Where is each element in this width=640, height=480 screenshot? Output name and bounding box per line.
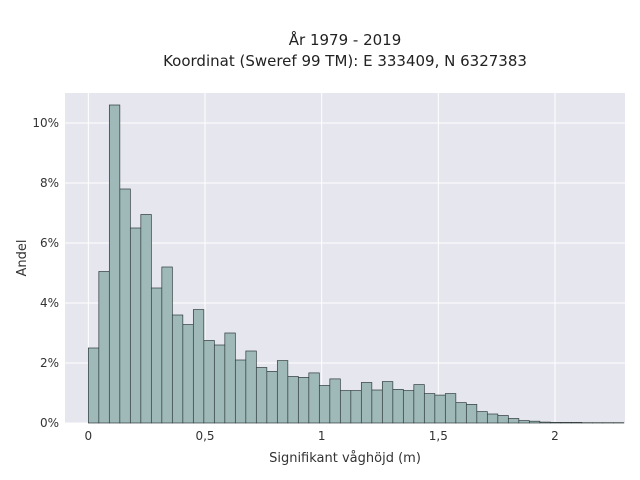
histogram-bar bbox=[507, 418, 520, 424]
histogram-bar bbox=[182, 324, 194, 424]
histogram-bar bbox=[98, 271, 110, 424]
histogram-bar bbox=[476, 411, 488, 424]
histogram-bar bbox=[161, 266, 173, 424]
histogram-bar bbox=[413, 384, 425, 424]
histogram-bar bbox=[140, 214, 152, 424]
histogram-bar bbox=[560, 422, 572, 424]
y-tick-label: 0% bbox=[40, 416, 59, 430]
histogram-bar bbox=[287, 376, 299, 424]
y-tick-label: 4% bbox=[40, 296, 59, 310]
histogram-bar bbox=[497, 415, 509, 424]
histogram-bar bbox=[308, 372, 320, 424]
y-tick-label: 8% bbox=[40, 176, 59, 190]
histogram-bar bbox=[192, 309, 205, 424]
histogram-bar bbox=[444, 393, 457, 424]
x-tick-label: 2 bbox=[551, 429, 559, 443]
histogram-bar bbox=[350, 390, 362, 424]
histogram-bar bbox=[329, 378, 341, 424]
histogram-bar bbox=[150, 287, 163, 424]
histogram-bar bbox=[255, 367, 268, 424]
x-tick-label: 0 bbox=[85, 429, 93, 443]
y-tick-label: 6% bbox=[40, 236, 59, 250]
histogram-bar bbox=[203, 340, 215, 424]
histogram-bar bbox=[213, 344, 226, 424]
histogram-bar bbox=[318, 385, 331, 424]
histogram-bar bbox=[297, 377, 310, 424]
y-tick-label: 10% bbox=[32, 116, 59, 130]
tick-labels: 0 0,5 1 1,5 2 0% 2% 4% 6% 8% 10% bbox=[32, 116, 558, 443]
histogram-bar bbox=[371, 389, 383, 424]
histogram-bar bbox=[381, 381, 394, 424]
chart-subtitle: Koordinat (Sweref 99 TM): E 333409, N 63… bbox=[163, 52, 527, 70]
x-axis-label: Signifikant våghöjd (m) bbox=[269, 451, 421, 466]
x-tick-label: 1 bbox=[318, 429, 326, 443]
histogram-bar bbox=[234, 359, 247, 424]
histogram-bar bbox=[570, 422, 583, 424]
histogram-bar bbox=[129, 227, 142, 424]
histogram-bar bbox=[119, 188, 131, 424]
histogram-bar bbox=[276, 360, 289, 424]
histogram-bar bbox=[245, 350, 257, 424]
histogram-bar bbox=[423, 393, 436, 424]
histogram-bar bbox=[549, 422, 562, 424]
histogram-bar bbox=[224, 332, 236, 424]
histogram-bar bbox=[539, 421, 551, 424]
histogram-bar bbox=[434, 394, 446, 424]
histogram-bar bbox=[455, 402, 467, 424]
x-tick-label: 1,5 bbox=[429, 429, 448, 443]
histogram-bar bbox=[518, 420, 530, 424]
x-tick-label: 0,5 bbox=[195, 429, 214, 443]
histogram-bar bbox=[465, 404, 478, 424]
histogram-bar bbox=[339, 390, 352, 424]
histogram-bar bbox=[528, 420, 541, 424]
histogram-bar bbox=[108, 104, 121, 424]
histogram-bar bbox=[87, 347, 100, 424]
y-tick-label: 2% bbox=[40, 356, 59, 370]
histogram-bar bbox=[266, 371, 278, 424]
histogram-bar bbox=[486, 413, 499, 424]
bars bbox=[87, 104, 625, 424]
histogram-bar bbox=[360, 382, 373, 424]
histogram-bar bbox=[392, 389, 404, 424]
chart-title: År 1979 - 2019 bbox=[289, 30, 402, 49]
y-axis-label: Andel bbox=[15, 240, 30, 277]
histogram-bar bbox=[402, 390, 415, 424]
histogram-bar bbox=[171, 314, 184, 424]
